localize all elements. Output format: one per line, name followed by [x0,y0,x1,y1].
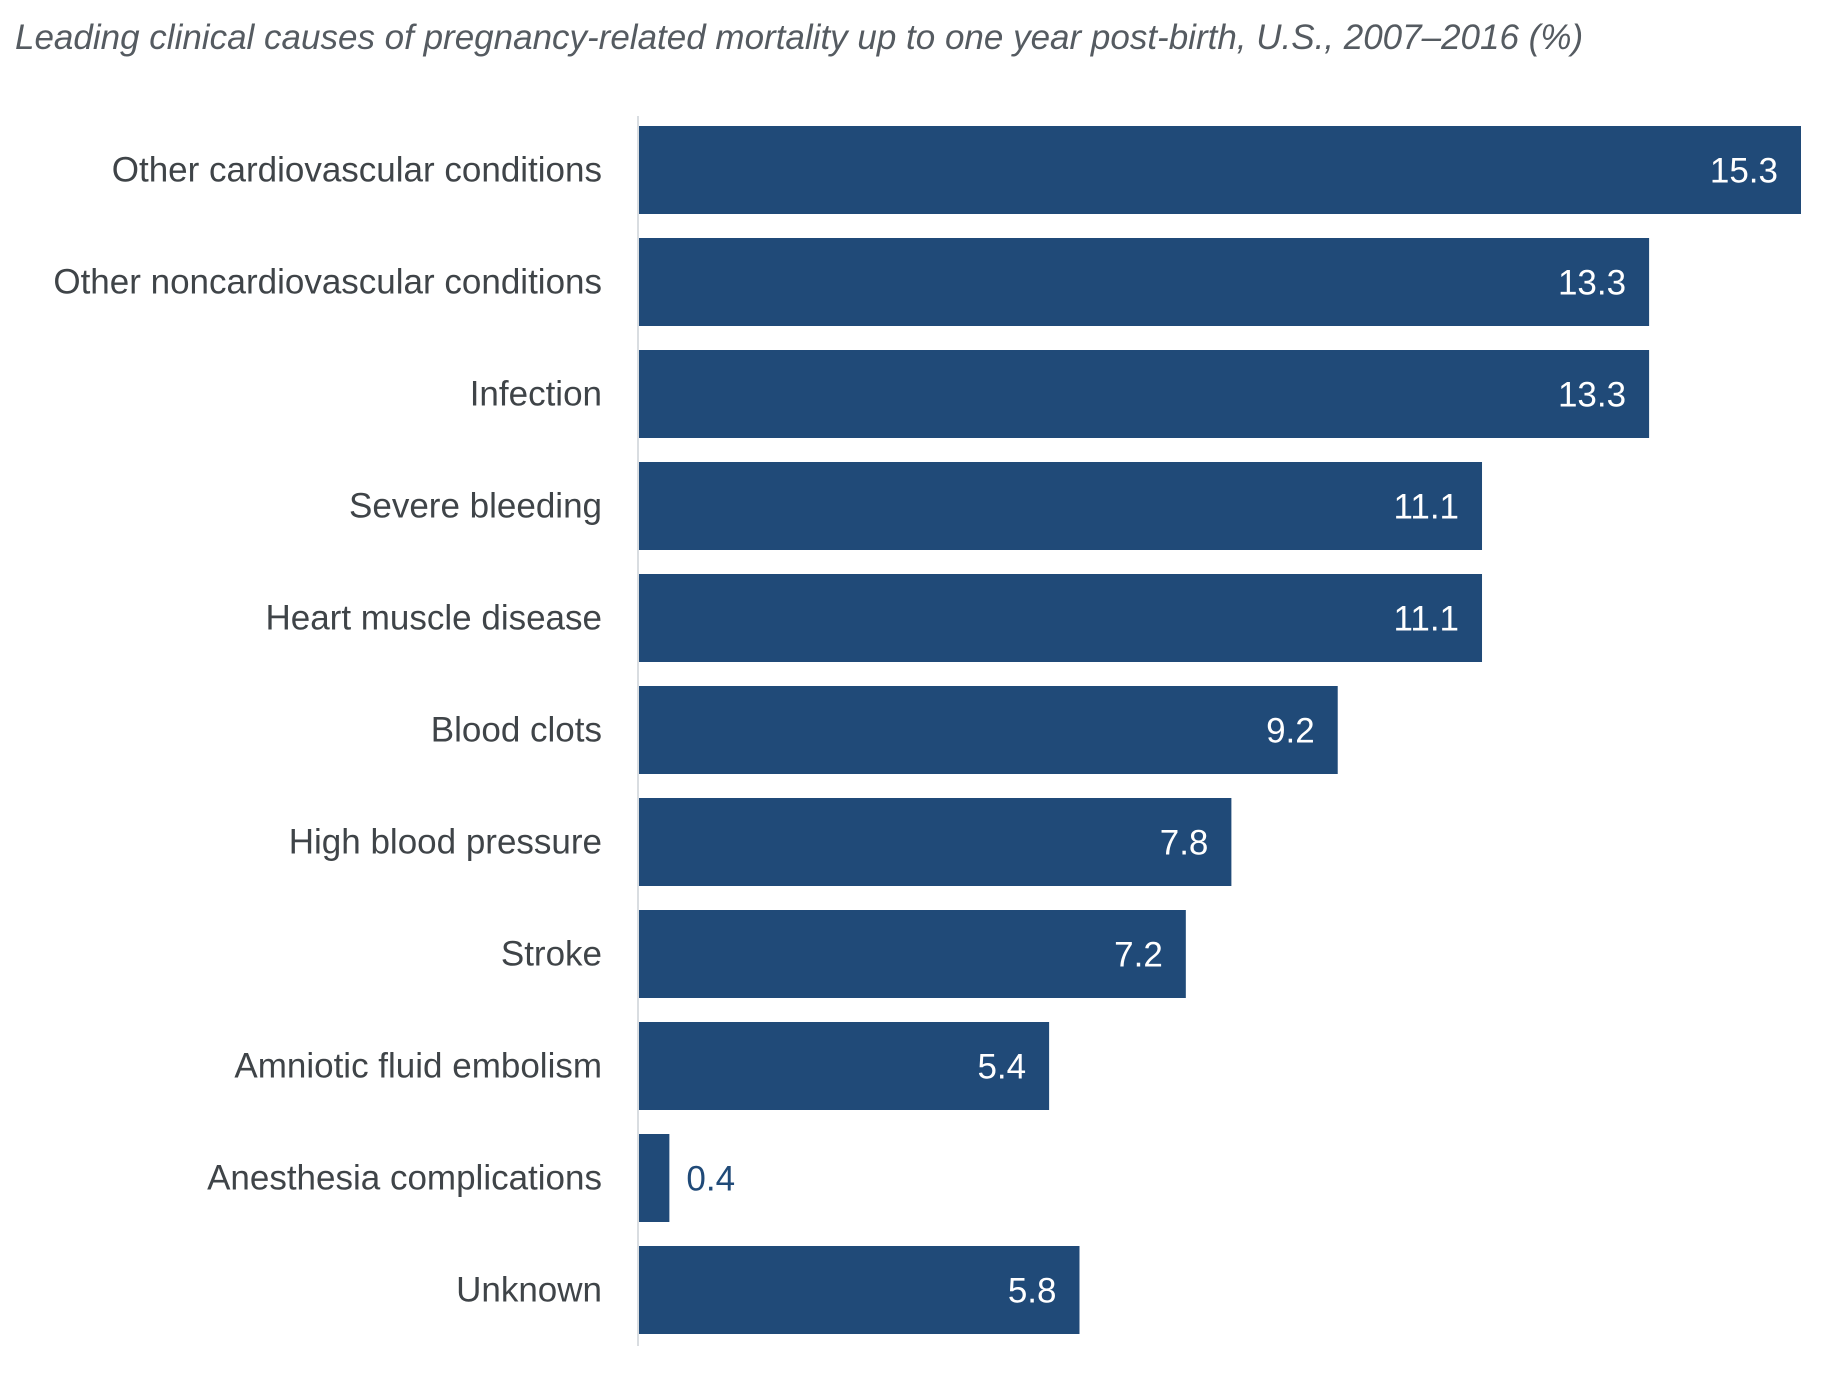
data-label: 9.2 [1266,712,1315,751]
category-label: Severe bleeding [349,487,602,526]
data-label: 15.3 [1710,152,1778,191]
category-label: Heart muscle disease [265,599,602,638]
data-label: 11.1 [1393,488,1459,527]
category-label: Amniotic fluid embolism [234,1047,602,1086]
bar [639,462,1483,550]
bar [639,686,1338,774]
data-label: 13.3 [1558,264,1626,303]
bar [639,798,1232,886]
category-label: Stroke [501,935,602,974]
category-label: Other noncardiovascular conditions [53,263,602,302]
data-label: 11.1 [1393,600,1459,639]
category-label: Infection [470,375,602,414]
category-label: Unknown [456,1271,602,1310]
bar [639,1246,1080,1334]
data-label: 13.3 [1558,376,1626,415]
bar [639,126,1801,214]
bar [639,1022,1050,1110]
data-label: 0.4 [686,1160,735,1199]
bar [639,910,1186,998]
bar [639,1134,670,1222]
chart-title: Leading clinical causes of pregnancy-rel… [15,18,1584,57]
data-label: 7.2 [1114,936,1163,975]
bar [639,350,1650,438]
category-label: Anesthesia complications [207,1159,602,1198]
category-label: High blood pressure [289,823,602,862]
bar [639,574,1483,662]
bar [639,238,1650,326]
category-label: Other cardiovascular conditions [112,151,602,190]
data-label: 5.4 [977,1048,1026,1087]
data-label: 7.8 [1160,824,1209,863]
data-label: 5.8 [1008,1272,1057,1311]
category-label: Blood clots [431,711,602,750]
